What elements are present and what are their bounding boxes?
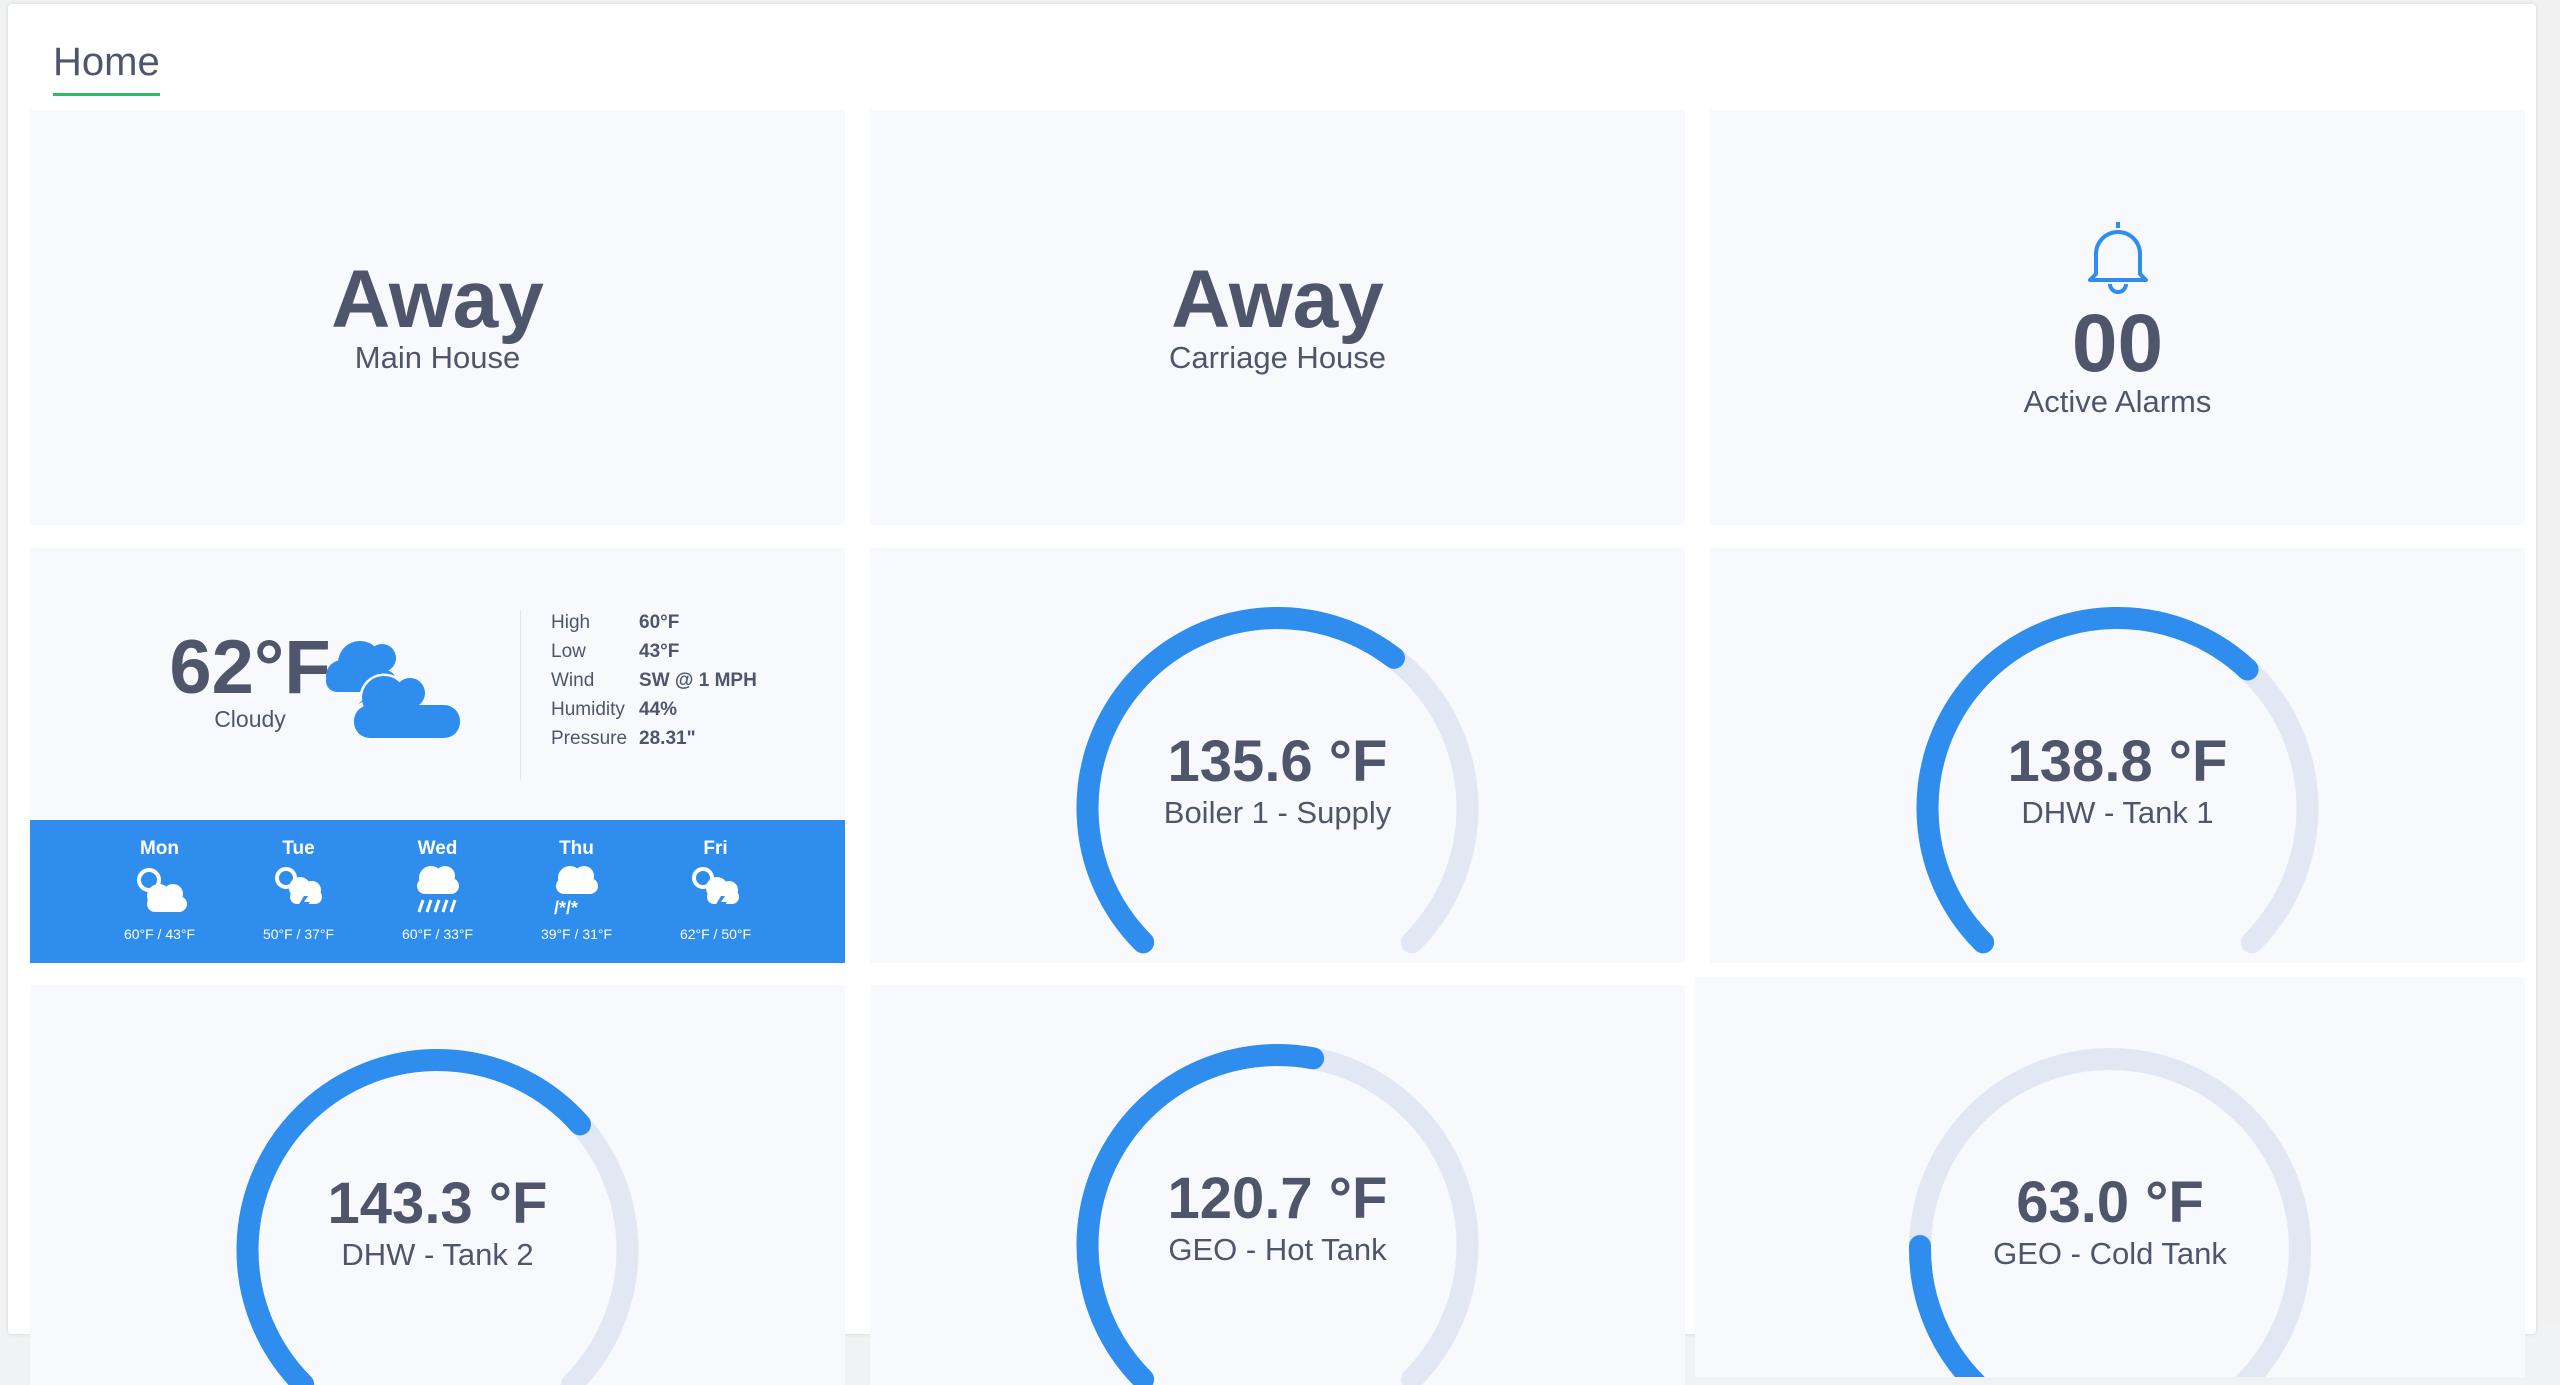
rain-icon xyxy=(416,866,459,913)
gauge-value: 143.3 °F xyxy=(327,1171,548,1236)
gauge-label: DHW - Tank 1 xyxy=(2021,795,2214,830)
gauge-fill xyxy=(1916,607,2259,954)
mode-value: Away xyxy=(1171,253,1384,345)
gauge-card-geo-cold-tank[interactable]: 63.0 °F GEO - Cold Tank xyxy=(1695,977,2525,1377)
gauge-value: 138.8 °F xyxy=(2007,729,2228,794)
scrollbar[interactable] xyxy=(2542,0,2560,1324)
stat-label: High xyxy=(551,612,591,633)
forecast-band: Mon 60°F / 43°F Tue 50°F / 37°F Wed 60°F / 33… xyxy=(30,820,845,963)
thunderstorm-sun-icon xyxy=(691,867,739,916)
mode-card-main-house[interactable]: Away Main House xyxy=(30,110,845,525)
svg-text:/*/*: /*/* xyxy=(554,898,578,918)
forecast-day-name: Thu xyxy=(559,838,594,859)
forecast-temps: 60°F / 33°F xyxy=(401,926,474,942)
mode-label: Carriage House xyxy=(1168,339,1387,375)
gauge-arc xyxy=(1916,607,2319,954)
cloudy-icon xyxy=(326,641,462,742)
current-temp: 62°F xyxy=(169,625,331,710)
weather-stat-row: Pressure 28.31" xyxy=(551,726,769,755)
gauge-arc xyxy=(236,1049,639,1385)
alarm-label: Active Alarms xyxy=(2023,383,2212,419)
gauge-fill xyxy=(1076,1044,1325,1385)
forecast-day: Fri 62°F / 50°F xyxy=(656,820,776,963)
gauge-card-boiler-1-supply[interactable]: 135.6 °F Boiler 1 - Supply xyxy=(870,548,1685,963)
forecast-day: Thu /*/* 39°F / 31°F xyxy=(517,820,637,963)
gauge-value: 120.7 °F xyxy=(1167,1166,1388,1231)
partly-cloudy-icon xyxy=(136,868,187,912)
weather-stats: High 60°F Low 43°F Wind SW @ 1 MPH Humidity 44%… xyxy=(520,610,769,780)
forecast-temps: 50°F / 37°F xyxy=(262,926,335,942)
stat-value: SW @ 1 MPH xyxy=(639,670,757,691)
stat-value: 28.31" xyxy=(639,728,696,749)
weather-stat-row: High 60°F xyxy=(551,610,769,639)
snow-rain-icon: /*/* xyxy=(554,866,598,918)
weather-stat-row: Low 43°F xyxy=(551,639,769,668)
gauge-label: GEO - Cold Tank xyxy=(1993,1236,2227,1271)
mode-card-carriage-house[interactable]: Away Carriage House xyxy=(870,110,1685,525)
current-condition: Cloudy xyxy=(214,706,286,732)
gauge-fill xyxy=(236,1049,592,1385)
gauge-arc xyxy=(1076,1044,1479,1385)
mode-value: Away xyxy=(331,253,544,345)
forecast-day: Mon 60°F / 43°F xyxy=(100,820,220,963)
gauge-card-dhw-tank-1[interactable]: 138.8 °F DHW - Tank 1 xyxy=(1710,548,2525,963)
forecast-day: Wed 60°F / 33°F xyxy=(378,820,498,963)
gauge-label: Boiler 1 - Supply xyxy=(1163,795,1392,830)
forecast-day-name: Fri xyxy=(703,838,728,859)
gauge-arc xyxy=(1076,607,1479,954)
forecast-day: Tue 50°F / 37°F xyxy=(239,820,359,963)
forecast-day-name: Wed xyxy=(417,838,458,859)
stat-label: Low xyxy=(551,641,586,662)
mode-label: Main House xyxy=(354,339,521,375)
gauge-label: GEO - Hot Tank xyxy=(1168,1232,1387,1267)
stat-label: Wind xyxy=(551,670,595,691)
weather-stat-row: Wind SW @ 1 MPH xyxy=(551,668,769,697)
alarm-count: 00 xyxy=(2071,297,2164,389)
forecast-day-name: Mon xyxy=(139,838,180,859)
forecast-day-name: Tue xyxy=(282,838,315,859)
weather-stat-row: Humidity 44% xyxy=(551,697,769,726)
stat-value: 43°F xyxy=(639,641,680,662)
forecast-temps: 62°F / 50°F xyxy=(679,926,752,942)
thunderstorm-sun-icon xyxy=(274,867,322,916)
stat-value: 60°F xyxy=(639,612,680,633)
gauge-card-geo-hot-tank[interactable]: 120.7 °F GEO - Hot Tank xyxy=(870,985,1685,1385)
forecast-temps: 39°F / 31°F xyxy=(540,926,613,942)
stat-label: Pressure xyxy=(551,728,628,749)
stat-value: 44% xyxy=(639,699,678,720)
gauge-card-dhw-tank-2[interactable]: 143.3 °F DHW - Tank 2 xyxy=(30,985,845,1385)
weather-card: 62°F Cloudy High 60°F Low 43°F Wind SW @ 1 MP… xyxy=(30,548,845,963)
alarms-card[interactable]: 00 Active Alarms xyxy=(1710,110,2525,525)
forecast-temps: 60°F / 43°F xyxy=(123,926,196,942)
gauge-label: DHW - Tank 2 xyxy=(341,1237,534,1272)
page-title[interactable]: Home xyxy=(53,40,160,96)
gauge-value: 135.6 °F xyxy=(1167,729,1388,794)
gauge-fill xyxy=(1076,607,1405,954)
gauge-value: 63.0 °F xyxy=(2016,1170,2204,1235)
bell-icon xyxy=(2087,221,2148,294)
stat-label: Humidity xyxy=(551,699,625,720)
